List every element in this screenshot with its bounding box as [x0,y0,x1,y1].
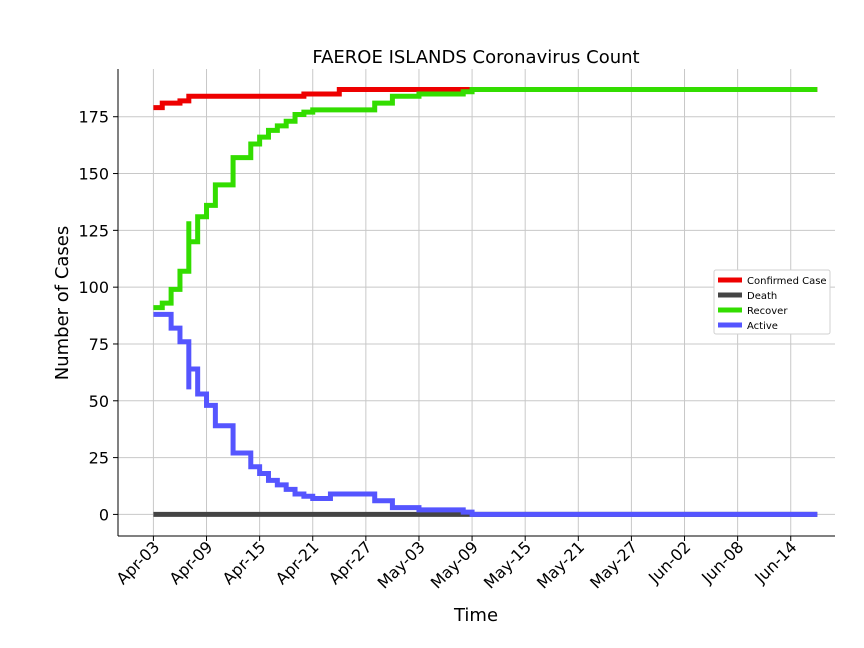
y-tick-label: 75 [89,335,109,354]
x-tick-label: May-03 [374,537,429,592]
x-tick-label: Apr-27 [325,537,376,588]
x-tick-label: May-09 [427,537,482,592]
series-line-recover [153,86,818,311]
x-axis-label: Time [453,605,498,626]
series-line-active [153,311,818,517]
x-tick-label: Apr-21 [272,537,323,588]
x-tick-label: Apr-03 [112,537,163,588]
axes [117,69,835,537]
x-tick-label: Apr-09 [166,537,217,588]
y-tick-label: 25 [89,449,109,468]
legend-box [713,269,831,335]
series-layer [153,86,818,517]
x-tick-label: May-21 [533,537,588,592]
y-tick-label: 0 [99,505,109,524]
grid [118,69,835,536]
y-tick-label: 150 [78,165,109,184]
y-axis-label: Number of Cases [52,226,73,381]
x-tick-label: May-15 [480,537,535,592]
x-tick-label: Jun-14 [750,537,800,587]
x-tick-label: Apr-15 [219,537,270,588]
x-tick-label: May-27 [586,537,641,592]
series-line-confirmed-case [153,86,818,111]
y-tick-label: 100 [78,278,109,297]
x-tick-label: Jun-08 [697,537,747,587]
legend-label: Recover [747,306,788,317]
legend-label: Death [747,291,777,302]
y-tick-label: 50 [89,392,109,411]
legend-label: Active [747,321,778,332]
y-tick-label: 175 [78,108,109,127]
legend-label: Confirmed Case [747,276,827,287]
legend: Confirmed Case Death Recover Active [713,269,831,335]
chart-title: FAEROE ISLANDS Coronavirus Count [312,47,639,68]
y-tick-label: 125 [78,221,109,240]
x-tick-label: Jun-02 [644,537,694,587]
